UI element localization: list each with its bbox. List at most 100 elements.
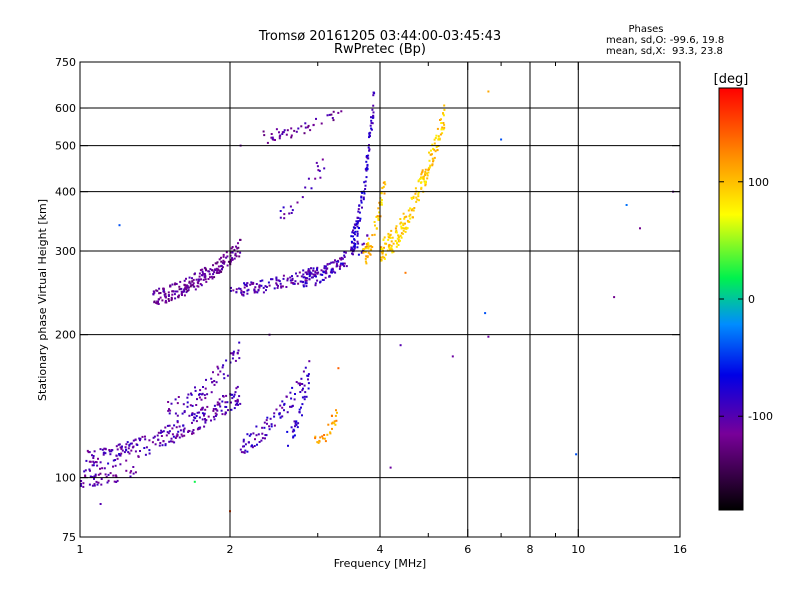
echo-point [417,179,420,182]
echo-point [218,269,221,272]
colorbar: [deg] 100 0 -100 [714,72,773,511]
echo-point [238,357,241,360]
echo-point [264,437,266,440]
echo-point [412,209,415,212]
echo-point [297,382,300,385]
echo-point [171,433,174,436]
echo-point [345,265,348,268]
echo-point [316,272,319,275]
echo-point [250,281,253,284]
echo-point [613,296,616,299]
echo-point [304,366,307,369]
echo-point [141,435,144,438]
echo-point [187,289,190,292]
echo-point [152,293,155,296]
echo-point [240,289,243,292]
echo-point [312,123,315,126]
echo-point [204,408,207,411]
echo-point [278,131,280,134]
echo-point [302,269,305,272]
echo-point [326,263,329,266]
echo-point [414,192,417,195]
echo-point [193,413,196,416]
echo-point [305,285,308,288]
echo-point [266,416,269,419]
echo-point [157,298,160,301]
chart-title: Tromsø 20161205 03:44:00-03:45:43 [258,29,501,44]
echo-point [412,216,414,219]
echo-point [299,391,302,393]
echo-point [169,409,172,412]
echo-point [289,405,291,408]
echo-point [405,227,408,230]
echo-point [91,484,94,487]
echo-point [370,127,373,130]
echo-point [273,424,276,427]
echo-point [246,289,249,292]
echo-point [410,209,413,212]
echo-point [242,440,245,443]
echo-point [356,232,359,235]
echo-point [331,427,333,430]
echo-point [319,273,322,276]
echo-point [221,268,223,270]
echo-point [245,284,248,286]
echo-point [158,444,161,447]
echo-point [210,275,213,278]
echo-point [414,187,417,190]
echo-point [402,212,405,215]
echo-point [330,113,333,116]
echo-point [218,402,221,405]
echo-point [269,417,272,420]
echo-point [390,248,393,251]
echo-point [331,117,334,119]
echo-point [156,300,159,303]
echo-point [203,273,206,275]
echo-point [420,181,423,184]
echo-point [423,175,425,178]
echo-point [329,431,332,434]
echo-point [308,270,311,273]
echo-point [373,233,376,236]
echo-point [203,394,206,397]
echo-point [305,279,308,282]
echo-point [332,110,335,113]
echo-point [116,457,119,460]
echo-point [189,404,192,407]
echo-point [171,283,174,286]
echo-point [294,421,297,424]
echo-point [316,279,319,282]
echo-point [170,402,173,405]
echo-point [334,423,337,426]
echo-point [176,290,179,293]
echo-point [254,290,257,293]
echo-point [226,264,229,267]
echo-point [187,429,190,432]
echo-point [278,135,281,138]
echo-point [136,444,139,446]
echo-point [279,216,282,219]
echo-point [389,248,392,251]
echo-point [357,210,360,213]
colorbar-tick-label: 100 [748,176,769,189]
echo-point [222,253,225,256]
echo-point [211,381,214,384]
echo-point [235,255,238,258]
echo-point [239,238,242,241]
echo-point [153,291,156,294]
echo-point [337,111,340,114]
echo-point [356,230,359,233]
echo-point [134,438,137,441]
echo-point [125,443,128,446]
echo-point [105,475,108,478]
echo-point [357,253,360,256]
y-tick-label: 75 [62,531,76,544]
echo-point [282,131,285,134]
echo-point [281,400,284,403]
echo-point [388,246,391,249]
echo-point [271,138,274,141]
echo-point [360,199,363,202]
echo-point [377,217,380,220]
echo-point [262,291,265,294]
echo-point [288,212,291,215]
